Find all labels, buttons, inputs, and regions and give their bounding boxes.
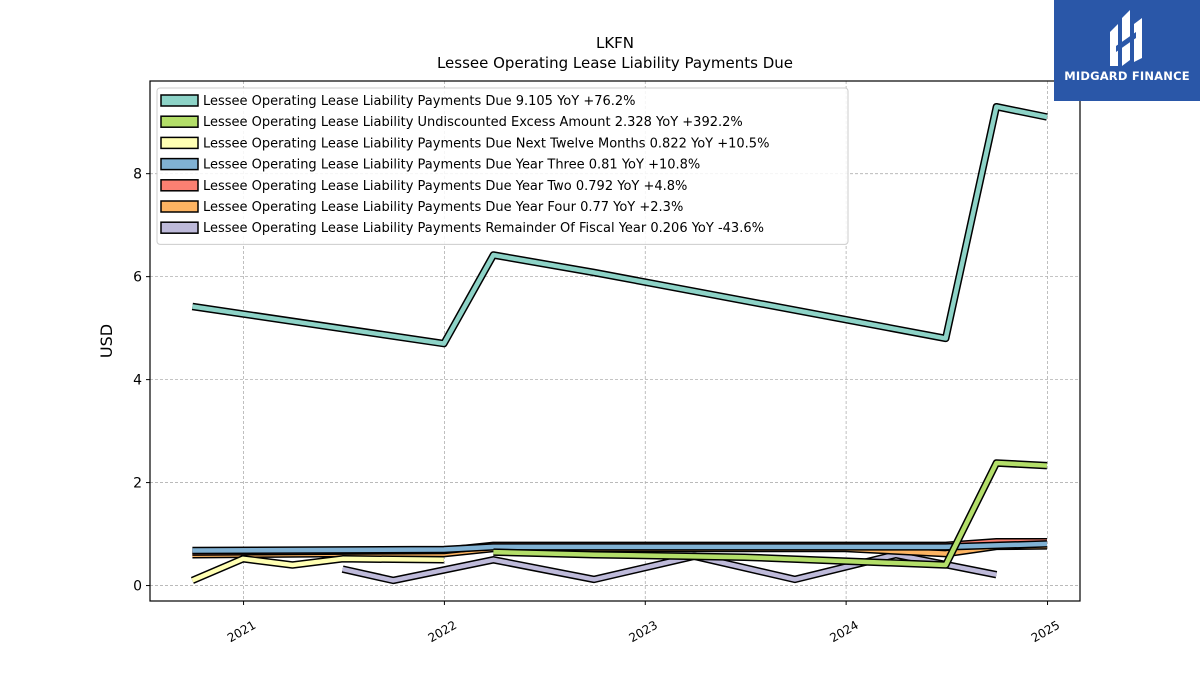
y-axis-label: USD bbox=[97, 324, 116, 358]
series-line bbox=[191, 556, 444, 583]
y-tick-label: 4 bbox=[133, 373, 142, 389]
plot-frame bbox=[149, 80, 1081, 602]
chart-subtitle: Lessee Operating Lease Liability Payment… bbox=[437, 54, 793, 72]
legend-swatch bbox=[160, 115, 199, 128]
logo-text: MIDGARD FINANCE bbox=[1064, 69, 1190, 83]
legend: Lessee Operating Lease Liability Payment… bbox=[156, 87, 849, 245]
series-line bbox=[192, 104, 1048, 346]
legend-label: Lessee Operating Lease Liability Payment… bbox=[203, 179, 687, 194]
legend-label: Lessee Operating Lease Liability Payment… bbox=[203, 200, 683, 215]
legend-swatch bbox=[160, 136, 199, 150]
y-tick-label: 2 bbox=[133, 476, 142, 492]
y-tick-label: 0 bbox=[133, 579, 142, 595]
midgard-logo-icon bbox=[1110, 10, 1142, 66]
midgard-finance-logo: MIDGARD FINANCE bbox=[1054, 0, 1200, 101]
x-tick-label: 2025 bbox=[1029, 618, 1062, 645]
x-tick-label: 2021 bbox=[225, 618, 258, 645]
legend-label: Lessee Operating Lease Liability Undisco… bbox=[203, 115, 743, 130]
series-lines bbox=[190, 102, 1048, 585]
legend-label: Lessee Operating Lease Liability Payment… bbox=[203, 136, 769, 151]
series-line bbox=[192, 541, 1048, 553]
y-tick-label: 6 bbox=[133, 270, 142, 286]
legend-box bbox=[156, 87, 849, 245]
x-tick-label: 2024 bbox=[827, 618, 860, 645]
legend-swatch bbox=[160, 94, 199, 107]
legend-swatch bbox=[160, 221, 199, 234]
legend-swatch bbox=[160, 200, 199, 213]
chart-title: LKFN bbox=[596, 34, 634, 52]
legend-label: Lessee Operating Lease Liability Payment… bbox=[203, 94, 636, 109]
series-line bbox=[493, 460, 1048, 568]
legend-swatch bbox=[160, 179, 199, 192]
legend-label: Lessee Operating Lease Liability Payment… bbox=[203, 158, 700, 173]
x-tick-label: 2022 bbox=[426, 618, 459, 645]
x-tick-label: 2023 bbox=[627, 618, 660, 645]
legend-label: Lessee Operating Lease Liability Payment… bbox=[203, 221, 764, 236]
legend-swatch bbox=[160, 157, 199, 171]
y-tick-label: 8 bbox=[133, 167, 142, 183]
